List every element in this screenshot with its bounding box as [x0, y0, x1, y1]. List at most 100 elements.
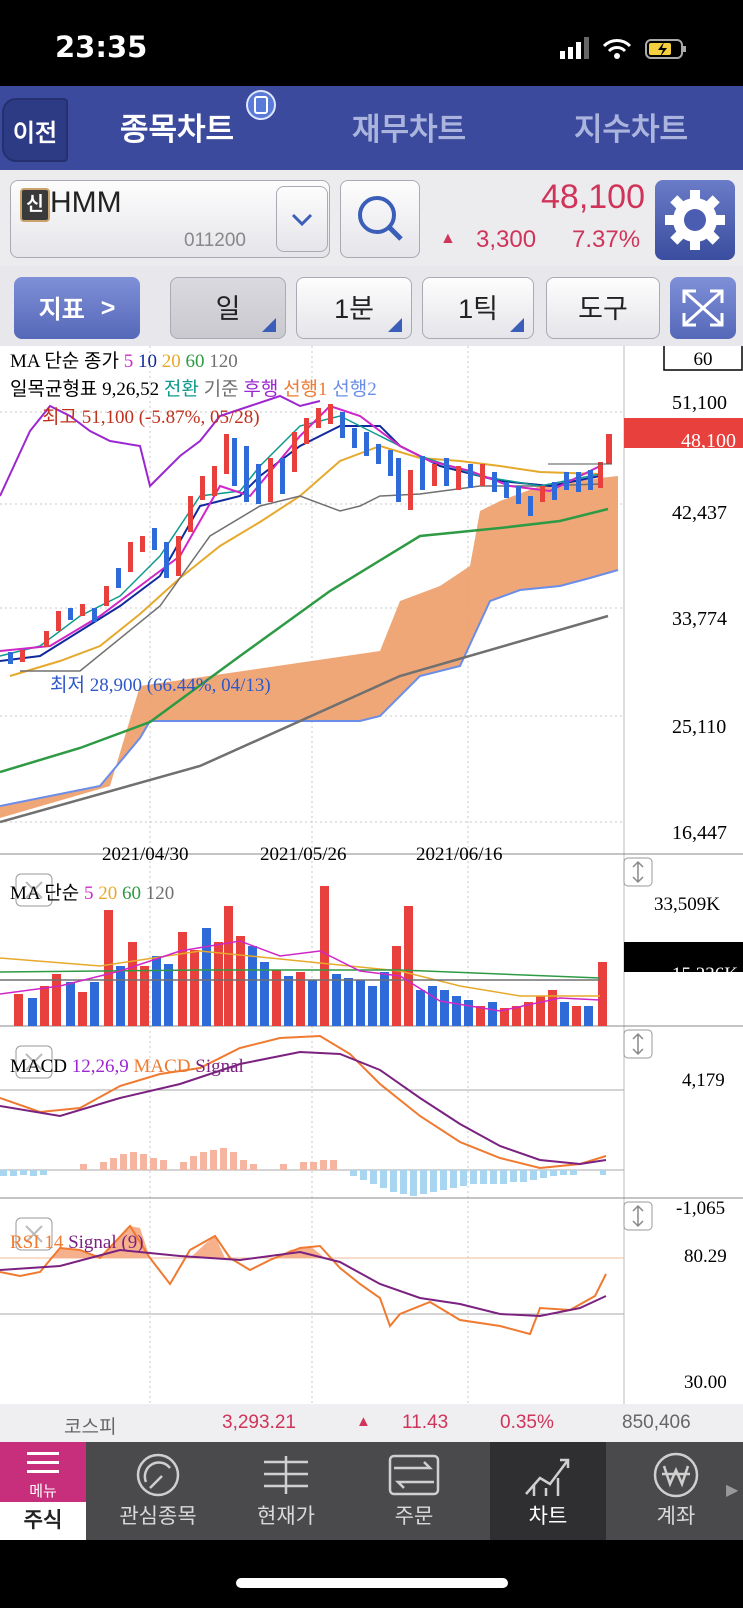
- tab-watchlist-label: 관심종목: [119, 1505, 197, 1528]
- y-tick-1: 51,100: [672, 392, 727, 414]
- status-bar: 23:35: [0, 0, 743, 86]
- rsi-line: [0, 1224, 607, 1336]
- rsi-signal-line: [0, 1248, 607, 1318]
- order-icon: [388, 1454, 440, 1496]
- stock-name: HMM: [50, 186, 122, 219]
- menu-icon: [27, 1452, 59, 1473]
- clock: 23:35: [55, 30, 148, 64]
- ma-legend-5: 5: [123, 351, 134, 372]
- ichimoku-base: 기준: [203, 379, 239, 400]
- tab-order-label: 주문: [394, 1505, 434, 1528]
- tab-chart[interactable]: 차트: [490, 1442, 606, 1540]
- x-tick-1: 2021/04/30: [102, 844, 189, 865]
- ichimoku-legend: 일목균형표 9,26,52 전환 기준 후행 선행1 선행2: [10, 374, 377, 401]
- watchlist-icon: [136, 1453, 180, 1497]
- stock-code: 011200: [184, 230, 246, 251]
- volume-legend-label: MA 단순: [10, 883, 80, 904]
- macd-legend: MACD 12,26,9 MACD Signal: [10, 1056, 244, 1078]
- ichimoku-leading1: 선행1: [283, 379, 328, 400]
- kospi-up-icon: ▲: [356, 1413, 371, 1430]
- candles: [8, 404, 612, 664]
- fullscreen-button[interactable]: [670, 277, 736, 339]
- macd-signal-name: Signal: [195, 1056, 244, 1077]
- indicator-button[interactable]: 지표 >: [14, 277, 140, 339]
- rsi-legend-label: RSI 14: [10, 1232, 64, 1253]
- rsi-legend: RSI 14 Signal (9): [10, 1232, 144, 1254]
- price-change-pct: 7.37%: [572, 226, 641, 253]
- tab-stock-chart[interactable]: 종목차트: [120, 112, 235, 147]
- ma-legend-120: 120: [209, 351, 238, 372]
- tab-menu[interactable]: 메뉴 주식: [0, 1442, 86, 1540]
- tab-watchlist[interactable]: 관심종목: [98, 1442, 218, 1540]
- y-tick-5: 16,447: [672, 822, 727, 844]
- refresh-icon[interactable]: [244, 88, 278, 122]
- y-tick-4: 25,110: [672, 716, 727, 738]
- chart-area[interactable]: [0, 339, 743, 1404]
- kospi-ticker[interactable]: 코스피 3,293.21 ▲ 11.43 0.35% 850,406: [0, 1404, 743, 1442]
- x-tick-3: 2021/06/16: [416, 844, 503, 865]
- corner-triangle-icon: [262, 318, 276, 332]
- indicator-label: 지표: [38, 296, 85, 324]
- ma60-line: [0, 507, 609, 774]
- chart-icon: [525, 1458, 570, 1496]
- ma-legend-10: 10: [138, 351, 157, 372]
- tab-current-price[interactable]: 현재가: [226, 1442, 346, 1540]
- current-price: 48,100: [541, 178, 645, 216]
- tab-account[interactable]: 계좌: [616, 1442, 736, 1540]
- ma-legend-20: 20: [161, 351, 181, 372]
- ichimoku-conversion: 전환: [163, 379, 199, 400]
- ma-legend-60: 60: [185, 351, 205, 372]
- current-price-icon: [264, 1456, 308, 1494]
- settings-button[interactable]: [655, 180, 735, 260]
- gear-icon: [665, 190, 725, 250]
- close-icon: [25, 881, 43, 1243]
- tab-order[interactable]: 주문: [354, 1442, 474, 1540]
- kospi-value: 3,293.21: [222, 1412, 296, 1433]
- macd-legend-label: MACD: [10, 1056, 68, 1077]
- period-box-label: 60: [693, 349, 713, 370]
- macd-line: [0, 1034, 607, 1170]
- credit-badge: 신: [20, 188, 50, 222]
- chevron-down-icon: [291, 213, 313, 227]
- tab-chart-label: 차트: [528, 1505, 568, 1528]
- macd-max: 4,179: [682, 1070, 725, 1091]
- ichimoku-leading2: 선행2: [332, 379, 377, 400]
- rsi-min: 30.00: [684, 1372, 727, 1393]
- chart-svg[interactable]: [0, 339, 743, 1404]
- vertical-arrows-icon: [632, 860, 644, 1228]
- won-icon: [653, 1452, 699, 1498]
- macd-histogram: [0, 1148, 606, 1196]
- search-button[interactable]: [340, 180, 420, 258]
- tab-account-label: 계좌: [656, 1505, 696, 1528]
- more-tabs-arrow-icon[interactable]: ▶: [726, 1482, 739, 1499]
- tab-index-chart[interactable]: 지수차트: [574, 112, 689, 147]
- ma120-line: [0, 614, 609, 824]
- ichimoku-lagging: 후행: [243, 379, 279, 400]
- menu-sub-label: 메뉴: [29, 1483, 57, 1500]
- macd-min: -1,065: [676, 1198, 726, 1219]
- macd-series-name: MACD: [133, 1056, 191, 1077]
- tab-bar: [0, 1442, 743, 1540]
- stock-dropdown-button[interactable]: [276, 186, 328, 252]
- up-arrow-icon: ▲: [440, 230, 456, 247]
- corner-triangle-icon: [510, 318, 524, 332]
- tab-financial-chart[interactable]: 재무차트: [352, 112, 467, 147]
- search-icon: [358, 196, 403, 241]
- kospi-change: 11.43: [402, 1412, 449, 1433]
- macd-signal-line: [0, 1050, 607, 1166]
- header: [0, 86, 743, 170]
- expand-icon: [682, 289, 724, 327]
- price-tag-label: 48,100: [681, 430, 736, 452]
- current-volume-tag: [624, 942, 743, 972]
- menu-label: 주식: [0, 1502, 86, 1540]
- home-indicator[interactable]: [236, 1578, 508, 1588]
- home-indicator-area: [0, 1540, 743, 1608]
- high-annotation: 최고 51,100 (-5.87%, 05/28): [42, 407, 260, 428]
- tool-button[interactable]: 도구: [546, 277, 660, 339]
- low-annotation: 최저 28,900 (66.44%, 04/13): [50, 675, 271, 696]
- volume-ma-60: 60: [122, 883, 142, 904]
- back-button[interactable]: 이전: [2, 98, 68, 162]
- y-tick-3: 33,774: [672, 608, 727, 630]
- volume-max: 33,509K: [654, 894, 720, 915]
- volume-current: 15,236K: [672, 964, 738, 985]
